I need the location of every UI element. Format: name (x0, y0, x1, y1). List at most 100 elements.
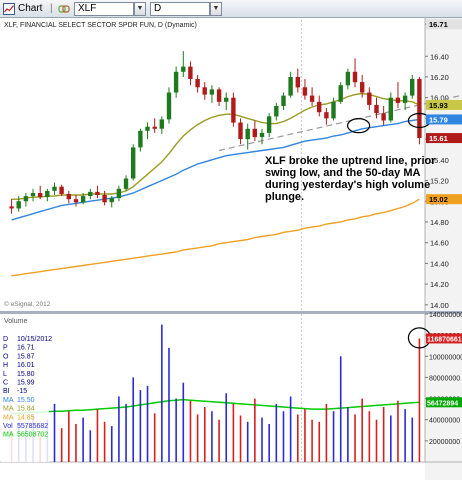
candle-body (30, 193, 36, 197)
candle-body (224, 97, 229, 102)
data-window-label: D (3, 336, 8, 343)
data-window-value: 56508702 (17, 432, 48, 439)
candle-body (102, 195, 107, 203)
price-value-tag (426, 194, 462, 205)
volume-tick-label: 20000000 (429, 439, 460, 446)
price-tick-label: 14.60 (430, 239, 449, 248)
candle-body (374, 104, 379, 114)
pane-splitter (0, 311, 462, 314)
link-icon[interactable] (58, 3, 70, 15)
candle-body (95, 191, 100, 195)
price-value-tag (426, 133, 462, 144)
volume-value-tag (426, 333, 462, 344)
candle-body (145, 126, 150, 131)
annotation-text: XLF broke the uptrend line, prior (265, 155, 436, 167)
candle-body (402, 95, 408, 103)
candle-body (166, 92, 172, 120)
window-title: Chart (18, 3, 43, 14)
volume-ma-line (11, 398, 420, 415)
candle-body (88, 191, 93, 196)
candle-body (324, 112, 329, 119)
volume-tick-label: 40000000 (429, 418, 460, 425)
candle-body (238, 122, 243, 140)
candle-body (52, 186, 57, 191)
candle-body (360, 82, 365, 93)
price-tick-label: 14.00 (430, 301, 449, 310)
interval-input[interactable]: D (150, 2, 210, 16)
price-tick-label: 14.20 (430, 280, 449, 289)
volume-value-tag (426, 397, 462, 408)
candle-body (345, 71, 351, 86)
candle-body (173, 71, 179, 93)
data-window-value: -15 (17, 388, 27, 395)
candle-body (274, 106, 279, 117)
candle-body (195, 79, 200, 88)
candle-body (23, 196, 29, 202)
price-tick-label: 14.80 (430, 218, 449, 227)
candle-body (331, 101, 336, 119)
candle-body (152, 126, 157, 129)
candle-body (309, 95, 315, 102)
data-window-label: MA (3, 432, 14, 439)
candle-body (367, 92, 372, 105)
symbol-dropdown-button[interactable]: ▼ (134, 2, 146, 16)
candle-body (266, 116, 272, 133)
candle-body (352, 71, 358, 83)
data-window-value: 14.85 (17, 414, 35, 421)
ma-mid-line (11, 118, 420, 221)
data-window-value: 16.01 (17, 362, 35, 369)
candle-body (216, 89, 222, 102)
price-value-tag (426, 19, 462, 30)
interval-dropdown-button[interactable]: ▼ (210, 2, 222, 16)
data-window-label: L (3, 371, 7, 378)
candle-body (302, 87, 308, 96)
data-window-value: 16.71 (17, 345, 35, 352)
candle-body (388, 97, 393, 121)
annotation-text: plunge. (265, 191, 304, 203)
data-window-value: 10/15/2012 (17, 336, 52, 343)
data-window-label: MA (3, 414, 14, 421)
candle-body (109, 198, 114, 203)
candle-body (338, 85, 343, 102)
chart-watermark: © eSignal, 2012 (4, 300, 51, 308)
data-window-label: H (3, 362, 8, 369)
candle-body (209, 89, 215, 95)
volume-value-label: 56472894 (427, 400, 458, 407)
volume-pane-title: Volume (4, 318, 27, 325)
candle-body (288, 77, 293, 96)
highlight-circle (347, 118, 371, 134)
volume-tick-label: 100000000 (429, 354, 462, 361)
symbol-input[interactable]: XLF (74, 2, 134, 16)
price-tick-label: 15.40 (430, 156, 449, 165)
toolbar-separator: | (50, 3, 53, 14)
ma-slow-line (11, 198, 420, 277)
candle-body (80, 196, 86, 203)
data-window-value: 15.87 (17, 353, 35, 360)
price-tick-label: 16.20 (430, 73, 449, 82)
data-window-value: 15.99 (17, 380, 35, 387)
candle-body (138, 130, 143, 148)
chart-title: XLF, FINANCIAL SELECT SECTOR SPDR FUN, D… (4, 22, 197, 29)
data-window-value: 15.84 (17, 406, 35, 413)
candle-body (317, 101, 322, 113)
volume-value-label: 116870661 (427, 336, 462, 343)
candle-body (245, 128, 250, 140)
candle-body (410, 79, 415, 96)
candle-body (281, 95, 286, 106)
data-window-label: P (3, 345, 8, 352)
price-axis-background (425, 18, 462, 480)
candle-body (73, 199, 79, 203)
data-window-value: 15.50 (17, 397, 35, 404)
price-value-label: 16.71 (429, 20, 448, 29)
data-window-label: O (3, 353, 9, 360)
ma-fast-line (11, 92, 420, 200)
price-value-label: 15.02 (429, 195, 448, 204)
candle-body (381, 113, 386, 121)
data-window-value: 15.80 (17, 371, 35, 378)
data-window-label: MA (3, 406, 14, 413)
candle-body (45, 190, 50, 198)
price-value-label: 15.79 (429, 115, 448, 124)
data-window-label: C (3, 380, 8, 387)
volume-tick-label: 80000000 (429, 375, 460, 382)
data-window-label: BI (3, 388, 10, 395)
